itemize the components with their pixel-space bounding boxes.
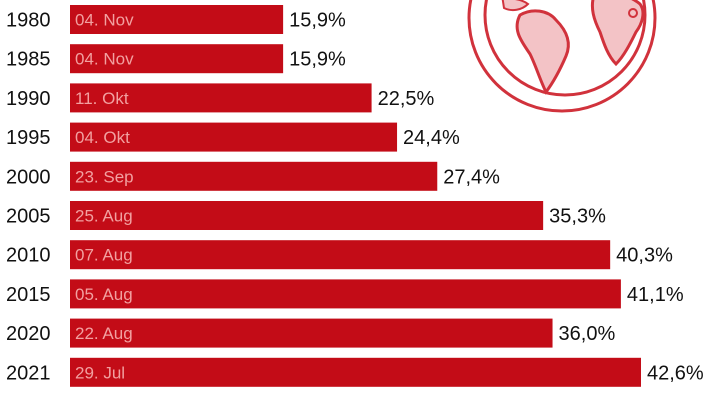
value-label-2005: 35,3% bbox=[549, 206, 606, 228]
year-label-2010: 2010 bbox=[6, 245, 51, 267]
date-label-1995: 04. Okt bbox=[75, 128, 130, 147]
bar-1995 bbox=[70, 122, 398, 152]
year-label-1980: 1980 bbox=[6, 10, 51, 32]
bar-2000 bbox=[70, 161, 438, 191]
year-label-2020: 2020 bbox=[6, 323, 51, 345]
value-label-2020: 36,0% bbox=[559, 323, 616, 345]
year-label-2021: 2021 bbox=[6, 362, 51, 384]
bar-1990 bbox=[70, 83, 372, 113]
year-label-2015: 2015 bbox=[6, 284, 51, 306]
value-label-1990: 22,5% bbox=[378, 88, 435, 110]
date-label-2010: 07. Aug bbox=[75, 246, 133, 265]
bar-2005 bbox=[70, 201, 544, 230]
value-label-2010: 40,3% bbox=[616, 245, 673, 267]
date-label-2015: 05. Aug bbox=[75, 285, 133, 304]
date-label-2005: 25. Aug bbox=[75, 207, 133, 226]
value-label-1995: 24,4% bbox=[403, 127, 460, 149]
bar-1985 bbox=[70, 44, 284, 74]
date-label-1990: 11. Okt bbox=[75, 89, 129, 108]
year-label-1995: 1995 bbox=[6, 127, 51, 149]
value-label-1985: 15,9% bbox=[289, 49, 346, 71]
bar-1980 bbox=[70, 5, 284, 34]
date-label-2021: 29. Jul bbox=[75, 363, 125, 382]
bar-2010 bbox=[70, 240, 611, 270]
year-label-2005: 2005 bbox=[6, 206, 51, 228]
date-label-1985: 04. Nov bbox=[75, 50, 134, 69]
value-label-1980: 15,9% bbox=[289, 10, 346, 32]
date-label-2000: 23. Sep bbox=[75, 167, 134, 186]
value-label-2021: 42,6% bbox=[647, 362, 704, 384]
year-label-1990: 1990 bbox=[6, 88, 51, 110]
value-label-2015: 41,1% bbox=[627, 284, 684, 306]
year-label-2000: 2000 bbox=[6, 166, 51, 188]
bar-2015 bbox=[70, 279, 621, 309]
year-label-1985: 1985 bbox=[6, 49, 51, 71]
bar-2021 bbox=[70, 357, 641, 387]
date-label-2020: 22. Aug bbox=[75, 324, 133, 343]
date-label-1980: 04. Nov bbox=[75, 11, 134, 30]
bar-2020 bbox=[70, 318, 553, 348]
value-label-2000: 27,4% bbox=[443, 166, 500, 188]
bars-group: 1980 04. Nov 15,9% 1985 04. Nov 15,9% 1990 11. … bbox=[6, 5, 704, 387]
globe-icon bbox=[467, 0, 657, 113]
